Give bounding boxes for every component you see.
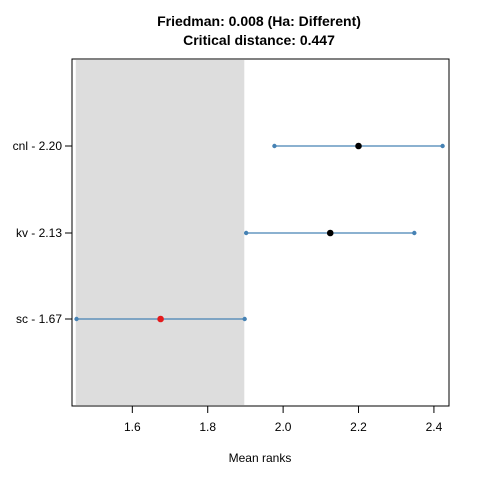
y-tick-label: cnl - 2.20 — [13, 139, 63, 153]
x-tick-label: 1.6 — [124, 420, 141, 434]
interval-upper-point — [242, 316, 247, 322]
interval-upper-point — [412, 230, 417, 236]
critical-distance-region — [75, 60, 245, 405]
chart-subtitle: Critical distance: 0.447 — [183, 32, 335, 48]
x-tick-label: 1.8 — [199, 420, 216, 434]
y-tick-label: kv - 2.13 — [16, 226, 62, 240]
mean-rank-point — [355, 142, 362, 150]
interval-upper-point — [440, 143, 445, 149]
x-axis-label: Mean ranks — [229, 451, 292, 465]
x-tick-label: 2.0 — [275, 420, 292, 434]
mean-rank-point — [326, 229, 334, 237]
chart-title: Friedman: 0.008 (Ha: Different) — [157, 13, 361, 29]
mean-rank-point — [157, 315, 164, 323]
interval-lower-point — [272, 143, 277, 149]
x-tick-label: 2.4 — [426, 420, 443, 434]
y-tick-label: sc - 1.67 — [16, 312, 62, 326]
interval-lower-point — [74, 316, 79, 322]
interval-lower-point — [243, 230, 249, 236]
x-tick-label: 2.2 — [350, 420, 367, 434]
